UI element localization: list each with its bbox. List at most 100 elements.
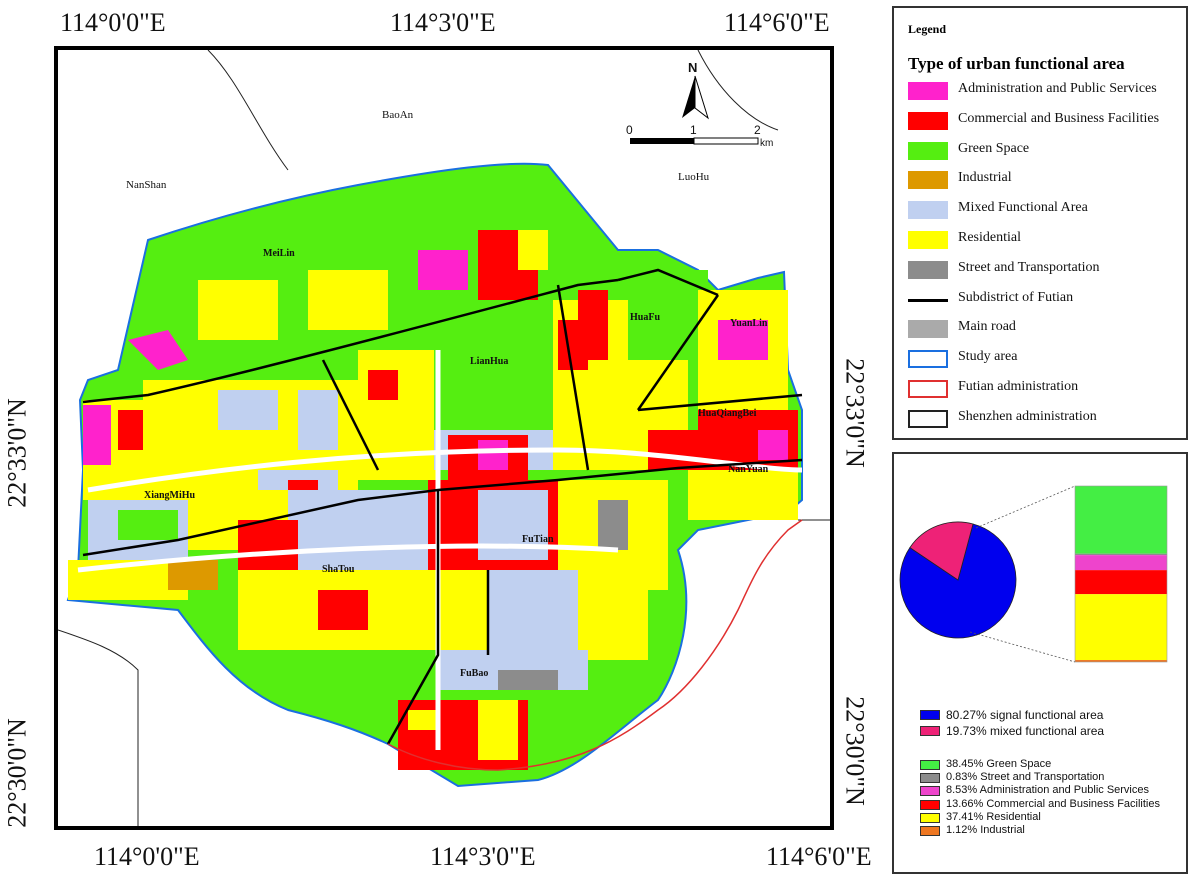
legend-swatch: [908, 141, 948, 160]
legend-swatch: [908, 201, 948, 220]
stat-legend-item: 1.12% Industrial: [920, 824, 1200, 838]
stat-legend-item: 38.45% Green Space: [920, 758, 1200, 772]
subdistrict-boundaries: [82, 268, 803, 745]
map-canvas: BaoAn NanShan LuoHu MeiLin HuaFu YuanLin…: [58, 50, 830, 826]
legend-swatch: [908, 298, 948, 302]
legend-item: Study area: [908, 348, 1188, 370]
legend-label: Main road: [958, 319, 1016, 335]
coord-top-2: 114°3'0"E: [390, 8, 496, 37]
coord-top-3: 114°6'0"E: [724, 8, 830, 37]
stat-legend-swatch: [920, 826, 940, 836]
coord-left-2: 22°30'0"N: [2, 718, 32, 828]
stat-legend-label: 1.12% Industrial: [946, 824, 1025, 836]
stat-legend-label: 19.73% mixed functional area: [946, 724, 1105, 738]
scale-unit: km: [760, 138, 773, 149]
stat-legend-swatch: [920, 710, 940, 720]
legend-swatch: [908, 231, 948, 249]
legend-item: Mixed Functional Area: [908, 199, 1188, 221]
stat-legend-label: 8.53% Administration and Public Services: [946, 784, 1149, 797]
connector-bottom: [969, 631, 1076, 663]
legend-label: Mixed Functional Area: [958, 200, 1088, 216]
legend-swatch: [908, 380, 948, 398]
stat-legend-swatch: [920, 786, 940, 797]
coord-top-1: 114°0'0"E: [60, 8, 166, 37]
subdistrict-label-huaqiangbei: HuaQiangBei: [698, 408, 757, 419]
stat-legend-item: 37.41% Residential: [920, 811, 1200, 825]
pie-slice: [909, 521, 974, 581]
shenzhen-admin-boundaries: [58, 50, 830, 826]
bar-segment: [1075, 553, 1167, 556]
subdistrict-label-xiangmihu: XiangMiHu: [144, 490, 196, 501]
stat-legend-item: 8.53% Administration and Public Services: [920, 784, 1200, 798]
stacked-bar: [1074, 485, 1168, 663]
legend-title: Type of urban functional area: [908, 54, 1125, 73]
stat-legend-label: 13.66% Commercial and Business Facilitie…: [946, 797, 1160, 810]
stat-legend-item: 19.73% mixed functional area: [920, 724, 1200, 738]
legend-label: Residential: [958, 230, 1021, 245]
legend-swatch: [908, 82, 948, 100]
coord-right-1: 22°33'0"N: [840, 358, 870, 468]
legend-label: Study area: [958, 349, 1018, 365]
subdistrict-label-nanyuan: NanYuan: [728, 464, 769, 475]
legend-item: Green Space: [908, 140, 1188, 162]
legend-label: Administration and Public Services: [958, 81, 1157, 96]
stat-legend-label: 37.41% Residential: [946, 810, 1041, 823]
coord-left-1: 22°33'0"N: [2, 398, 32, 508]
subdistrict-label-huafu: HuaFu: [630, 312, 660, 323]
legend-label: Industrial: [958, 170, 1012, 186]
pie-chart: [899, 521, 1017, 639]
legend-item: Shenzhen administration: [908, 408, 1188, 430]
stat-legend-label: 80.27% signal functional area: [946, 708, 1104, 722]
coord-right-2: 22°30'0"N: [840, 696, 870, 806]
north-label: N: [688, 60, 697, 75]
subdistrict-label-meilin: MeiLin: [263, 248, 295, 259]
legend-item: Main road: [908, 318, 1188, 340]
statistics-chart: [899, 485, 1168, 663]
legend-swatch: [908, 350, 948, 369]
legend-swatch: [908, 409, 948, 428]
connector-top: [975, 485, 1076, 529]
legend-swatch: [908, 111, 948, 130]
legend-label: Futian administration: [958, 379, 1079, 394]
subdistrict-label-lianhua: LianHua: [470, 356, 508, 367]
legend-swatch: [908, 320, 948, 339]
stat-legend-item: 80.27% signal functional area: [920, 708, 1200, 722]
stat-legend-item: 13.66% Commercial and Business Facilitie…: [920, 798, 1200, 812]
coord-bottom-3: 114°6'0"E: [766, 842, 872, 871]
coord-bottom-2: 114°3'0"E: [430, 842, 536, 871]
north-arrow: N: [682, 60, 709, 120]
coord-bottom-1: 114°0'0"E: [94, 842, 200, 871]
scale-tick-0: 0: [626, 123, 633, 137]
subdistrict-label-fubao: FuBao: [460, 668, 488, 679]
bar-segment: [1075, 594, 1167, 661]
bar-segment: [1075, 486, 1167, 554]
stat-legend-swatch: [920, 760, 940, 770]
legend-item: Futian administration: [908, 378, 1188, 400]
legend-label: Green Space: [958, 140, 1030, 156]
region-label-nanshan: NanShan: [126, 179, 167, 191]
legend-swatch: [908, 260, 948, 279]
legend-label: Shenzhen administration: [958, 408, 1097, 424]
subdistrict-label-yuanlin: YuanLin: [730, 318, 768, 329]
subdistrict-label-shatou: ShaTou: [322, 564, 355, 575]
legend-label: Street and Transportation: [958, 259, 1100, 275]
stat-legend-swatch: [920, 726, 940, 736]
stat-legend-label: 38.45% Green Space: [946, 758, 1052, 770]
legend-swatch: [908, 171, 948, 190]
legend-panel: Legend Type of urban functional area Adm…: [892, 6, 1188, 440]
stat-legend-swatch: [920, 812, 940, 823]
legend-heading: Legend: [908, 22, 947, 36]
bar-frame: [1074, 485, 1168, 663]
legend-label: Subdistrict of Futian: [958, 289, 1074, 305]
statistics-panel: 80.27% signal functional area 19.73% mixe…: [892, 452, 1188, 874]
legend-item: Commercial and Business Facilities: [908, 110, 1188, 132]
map-frame: BaoAn NanShan LuoHu MeiLin HuaFu YuanLin…: [54, 46, 834, 830]
legend-item: Residential: [908, 229, 1188, 251]
bar-segment: [1075, 660, 1167, 662]
legend-item: Subdistrict of Futian: [908, 289, 1188, 311]
region-label-baoan: BaoAn: [382, 109, 414, 121]
legend-item: Industrial: [908, 169, 1188, 191]
stat-legend-swatch: [920, 799, 940, 810]
futian-admin-outline: [387, 519, 803, 771]
region-label-luohu: LuoHu: [678, 171, 710, 183]
